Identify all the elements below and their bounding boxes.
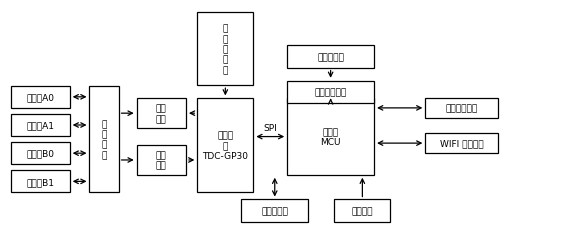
Bar <box>334 200 391 222</box>
Text: 换能器B1: 换能器B1 <box>26 177 54 186</box>
Bar <box>197 99 253 193</box>
Text: 换能器A0: 换能器A0 <box>26 93 54 102</box>
Text: 温
度
传
感
器: 温 度 传 感 器 <box>222 24 228 75</box>
Bar <box>197 13 253 86</box>
Text: 发射
模块: 发射 模块 <box>156 104 167 123</box>
Text: 电
子
开
关: 电 子 开 关 <box>101 119 107 160</box>
Text: 按键显示板: 按键显示板 <box>261 206 288 215</box>
Bar <box>11 143 70 165</box>
Bar <box>11 86 70 108</box>
Text: 数据存储芯片: 数据存储芯片 <box>446 104 478 113</box>
Bar <box>287 99 374 175</box>
Text: 远程供电: 远程供电 <box>352 206 373 215</box>
Bar <box>137 146 186 175</box>
Text: 压力传感器: 压力传感器 <box>317 53 344 62</box>
Bar <box>425 99 498 118</box>
Bar <box>137 99 186 129</box>
Bar <box>287 46 374 68</box>
Bar <box>287 81 374 103</box>
Bar <box>241 200 309 222</box>
Text: SPI: SPI <box>263 124 277 133</box>
Text: WIFI 通信模块: WIFI 通信模块 <box>440 139 484 148</box>
Text: 换能器B0: 换能器B0 <box>26 149 54 158</box>
Text: 换能器A1: 换能器A1 <box>26 121 54 130</box>
Bar <box>11 114 70 137</box>
Bar <box>90 86 119 193</box>
Text: 单片机
MCU: 单片机 MCU <box>320 127 341 147</box>
Text: 时间芯
片
TDC-GP30: 时间芯 片 TDC-GP30 <box>202 131 248 161</box>
Bar <box>11 171 70 193</box>
Text: 接收
模块: 接收 模块 <box>156 151 167 170</box>
Text: 压力检测模块: 压力检测模块 <box>315 88 347 97</box>
Bar <box>425 134 498 153</box>
